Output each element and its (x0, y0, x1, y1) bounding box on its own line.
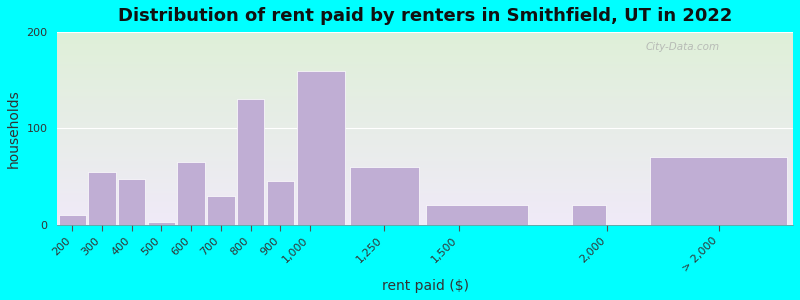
Y-axis label: households: households (7, 89, 21, 168)
X-axis label: rent paid ($): rent paid ($) (382, 279, 469, 293)
Text: City-Data.com: City-Data.com (646, 42, 720, 52)
Bar (426, 206, 529, 225)
Bar (207, 196, 234, 225)
Bar (178, 162, 205, 225)
Bar (237, 100, 264, 225)
Bar (650, 157, 787, 225)
Title: Distribution of rent paid by renters in Smithfield, UT in 2022: Distribution of rent paid by renters in … (118, 7, 732, 25)
Bar (571, 206, 606, 225)
Bar (148, 222, 175, 225)
Bar (298, 70, 345, 225)
Bar (266, 181, 294, 225)
Bar (350, 167, 418, 225)
Bar (58, 215, 86, 225)
Bar (118, 179, 146, 225)
Bar (88, 172, 116, 225)
